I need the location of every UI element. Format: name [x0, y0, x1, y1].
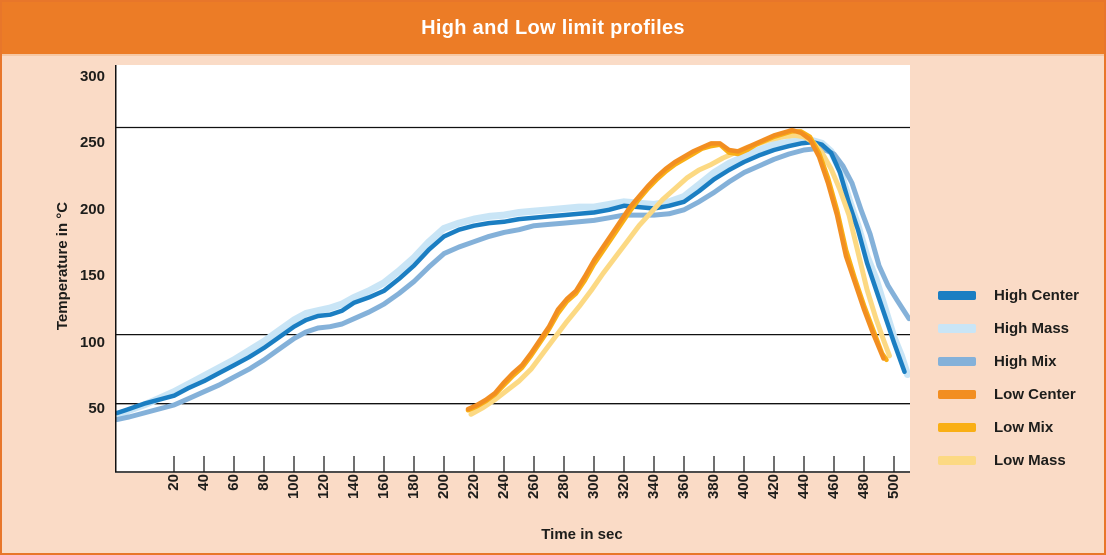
legend-item-high-mix: High Mix	[938, 345, 1098, 378]
x-tick-label: 360	[675, 474, 692, 500]
y-tick-label: 50	[88, 400, 105, 417]
x-tick-label: 120	[315, 474, 332, 500]
x-tick-label: 160	[375, 474, 392, 500]
x-tick-label: 420	[765, 474, 782, 500]
y-tick-label: 300	[79, 68, 105, 85]
x-tick-label: 380	[705, 474, 722, 500]
legend-label: High Mix	[994, 353, 1057, 370]
legend-item-high-mass: High Mass	[938, 312, 1098, 345]
legend-swatch	[938, 390, 976, 399]
legend-swatch	[938, 291, 976, 300]
chart-title: High and Low limit profiles	[421, 16, 685, 39]
legend-swatch	[938, 357, 976, 366]
x-tick-label: 440	[795, 474, 812, 500]
legend-label: High Center	[994, 287, 1080, 304]
legend-item-low-mass: Low Mass	[938, 444, 1098, 477]
x-tick-label: 260	[525, 474, 542, 500]
x-tick-label: 320	[615, 474, 632, 500]
y-axis-title: Temperature in °C	[54, 201, 71, 331]
x-tick-label: 240	[495, 474, 512, 500]
x-tick-label: 200	[435, 474, 452, 500]
x-tick-label: 180	[405, 474, 422, 500]
series-low-mass-line	[468, 132, 892, 417]
x-tick-label: 400	[735, 474, 752, 500]
legend-item-low-mix: Low Mix	[938, 411, 1098, 444]
legend-swatch	[938, 456, 976, 465]
x-tick-label: 40	[195, 474, 212, 491]
series-low-center-line	[465, 127, 886, 412]
x-tick-label: 500	[885, 474, 902, 500]
legend-label: Low Mass	[994, 452, 1066, 469]
y-tick-label: 150	[79, 267, 105, 285]
x-tick-label: 460	[825, 474, 842, 500]
x-tick-label: 80	[255, 474, 272, 491]
legend-item-low-center: Low Center	[938, 378, 1098, 411]
x-tick-label: 20	[165, 474, 182, 491]
x-tick-label: 100	[285, 474, 302, 500]
legend-swatch	[938, 324, 976, 333]
x-axis-title: Time in sec	[541, 526, 623, 543]
y-tick-label: 200	[79, 200, 105, 218]
x-tick-label: 280	[555, 474, 572, 500]
x-tick-label: 220	[465, 474, 482, 500]
legend-label: Low Mix	[994, 419, 1054, 436]
x-tick-label: 480	[855, 474, 872, 500]
legend-label: High Mass	[994, 320, 1070, 337]
x-tick-label: 340	[645, 474, 662, 500]
legend-item-high-center: High Center	[938, 279, 1098, 312]
legend-swatch	[938, 423, 976, 432]
y-tick-label: 100	[79, 333, 105, 351]
legend-label: Low Center	[994, 386, 1076, 403]
y-tick-label: 250	[79, 134, 105, 152]
x-tick-label: 60	[225, 474, 242, 491]
x-tick-label: 300	[585, 474, 602, 500]
chart-plot-area	[115, 65, 910, 473]
chart-legend: High Center High Mass High Mix Low Center Lo…	[938, 279, 1098, 477]
chart-title-bar: High and Low limit profiles	[2, 2, 1104, 56]
x-tick-label: 140	[345, 474, 362, 500]
